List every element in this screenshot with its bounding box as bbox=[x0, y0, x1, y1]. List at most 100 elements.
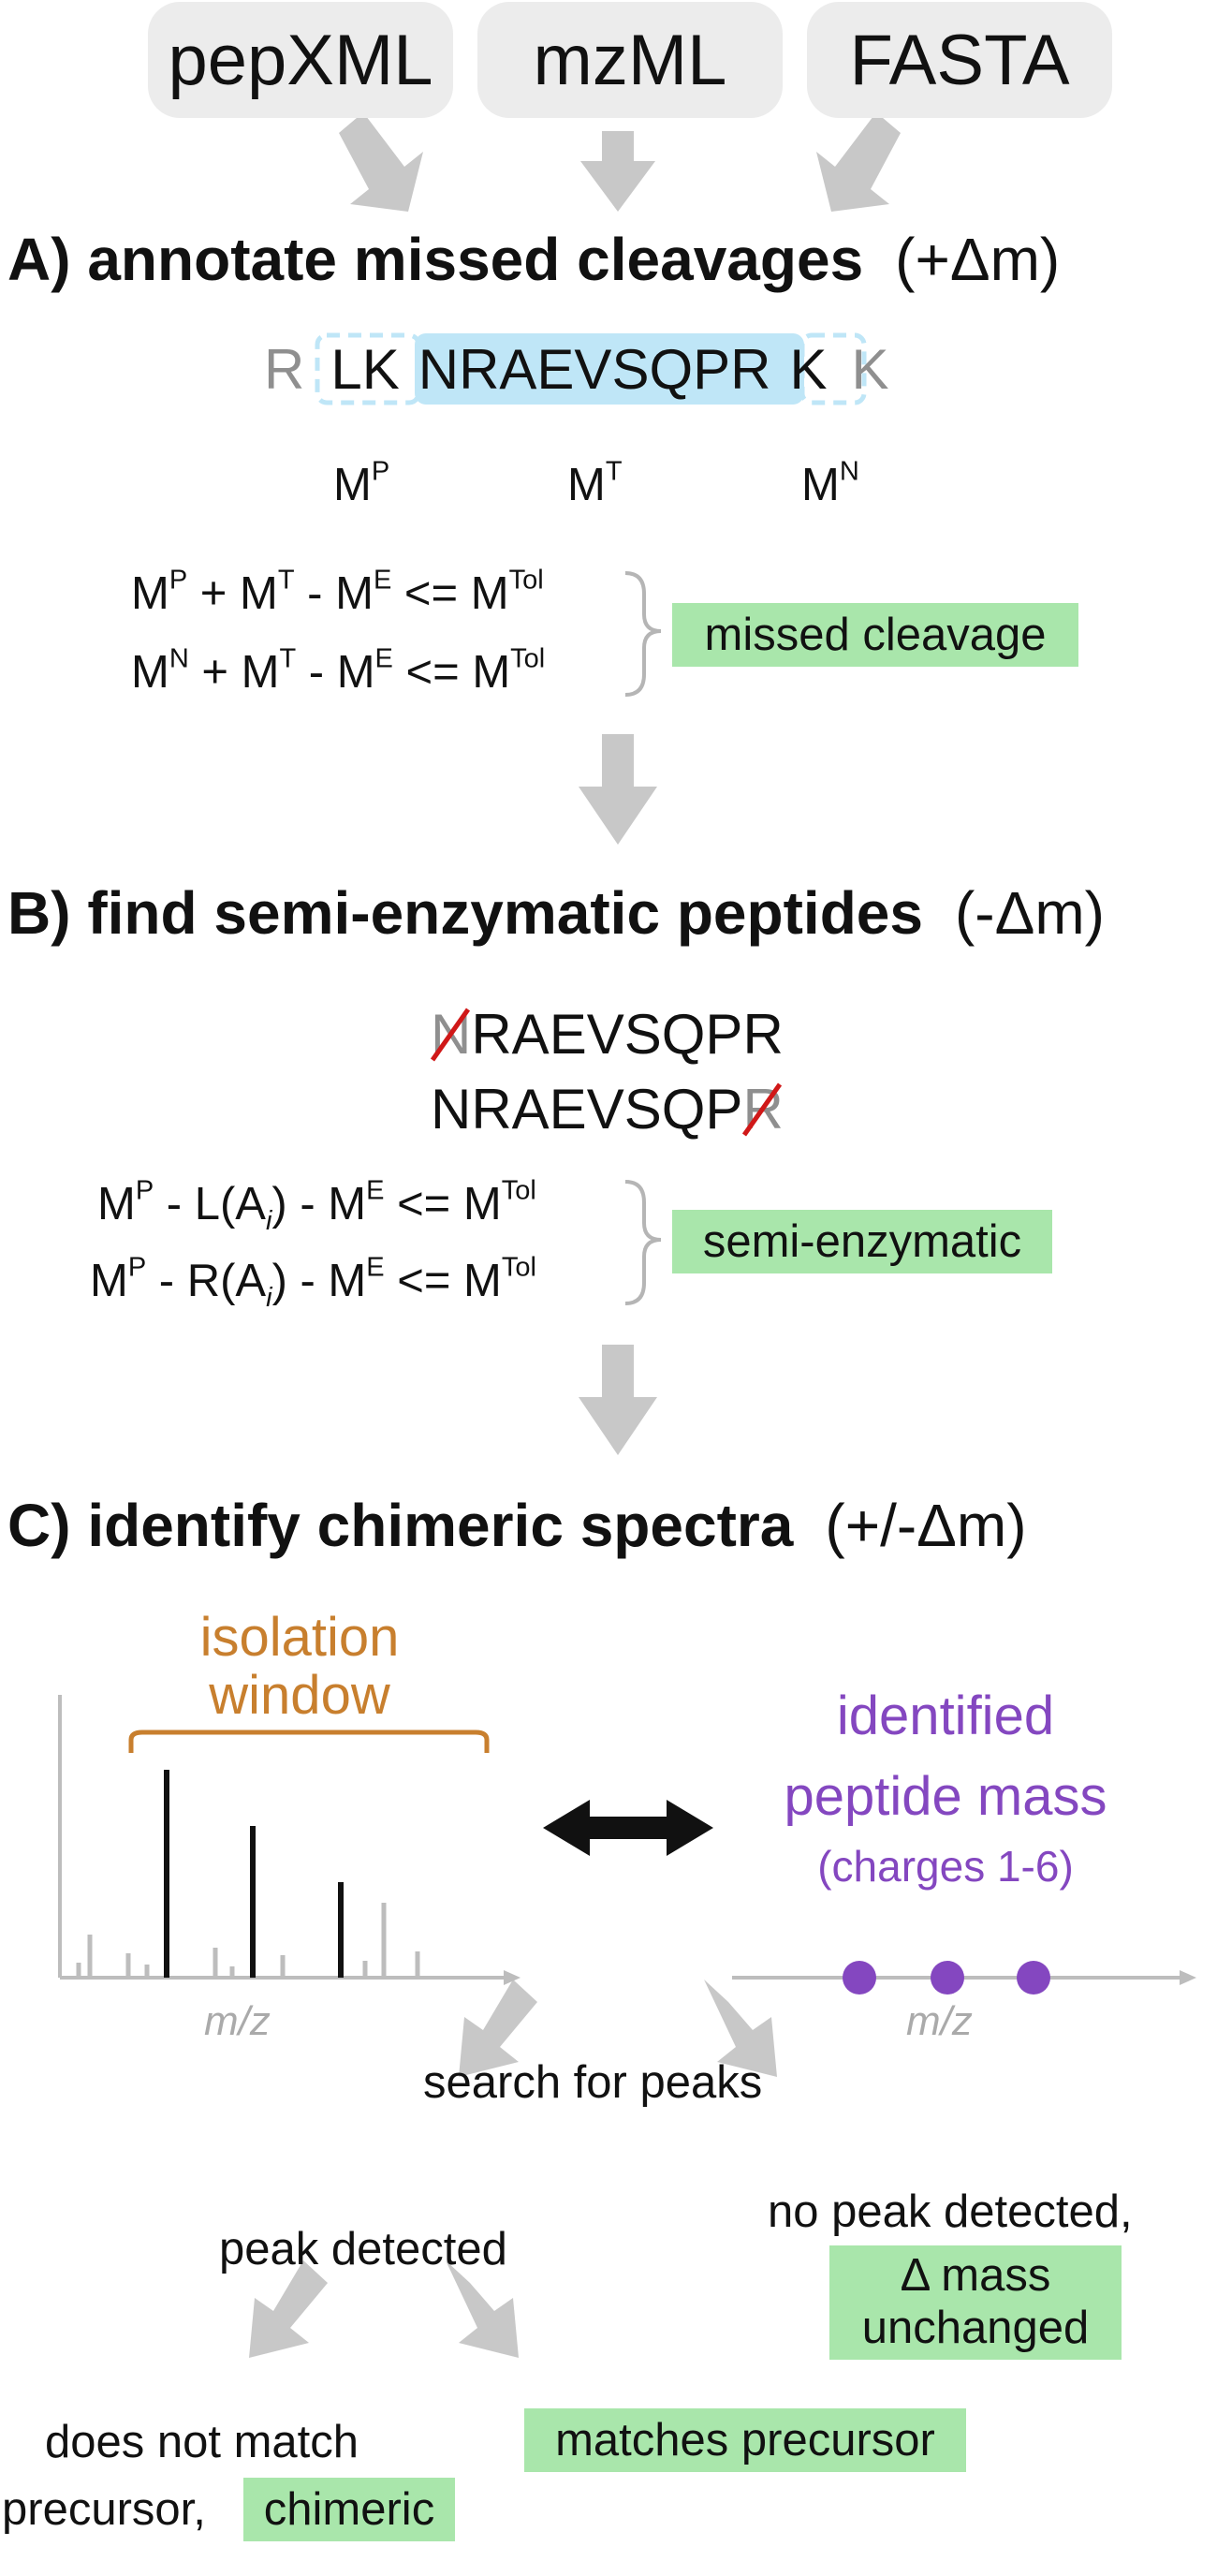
eq-b2-mid: - R(A bbox=[146, 1256, 267, 1306]
equation-a1: MP + MT - ME <= MTol bbox=[131, 567, 544, 620]
section-b-heading: B) find semi-enzymatic peptides (-Δm) bbox=[7, 878, 1105, 948]
input-pepxml: pepXML bbox=[148, 2, 453, 118]
eq-a2-op1: + M bbox=[188, 647, 280, 698]
eq-b2-mid2: ) - M bbox=[271, 1256, 367, 1306]
mass-label-prev: MP bbox=[333, 456, 390, 511]
no-peak-detected: no peak detected, bbox=[768, 2186, 1133, 2237]
eq-b1-mid2-sup: E bbox=[366, 1175, 385, 1206]
mass-label-tryptic: MT bbox=[567, 456, 623, 511]
background-peaks bbox=[76, 1903, 420, 1978]
axis-label-mz-right: m/z bbox=[906, 1998, 973, 2044]
peptide-c-terminal-removed: NRAEVSQPR bbox=[431, 1079, 784, 1141]
isolation-window-label: isolation window bbox=[131, 1609, 468, 1725]
eq-a1-op3-sup: Tol bbox=[508, 565, 544, 596]
identified-mass-line1: identified bbox=[836, 1685, 1055, 1746]
eq-a2-op2-sup: E bbox=[374, 643, 393, 674]
prev-residues: LK bbox=[330, 338, 400, 401]
result-chimeric: chimeric bbox=[243, 2478, 455, 2541]
mass-unchanged-line2: unchanged bbox=[861, 2303, 1090, 2353]
arrow-peak-right bbox=[446, 2260, 519, 2358]
eq-b1-term: M bbox=[97, 1179, 136, 1229]
brace-b bbox=[624, 1180, 662, 1305]
eq-a2-op1-sup: T bbox=[279, 643, 297, 674]
eq-a2-op2: - M bbox=[296, 647, 375, 698]
result-mass-unchanged: Δ mass unchanged bbox=[829, 2245, 1122, 2360]
strike-mark-n bbox=[430, 1008, 471, 1062]
input-mzml: mzML bbox=[477, 2, 783, 118]
next-residue-box bbox=[799, 332, 867, 405]
eq-b2-sub: i bbox=[266, 1282, 272, 1313]
input-fasta-label: FASTA bbox=[849, 20, 1070, 100]
strike-mark-c bbox=[742, 1082, 783, 1137]
right-residue: K bbox=[851, 338, 889, 401]
section-c-title: C) identify chimeric spectra bbox=[7, 1492, 794, 1559]
mass-unchanged-line1: Δ mass bbox=[900, 2250, 1051, 2301]
eq-a1-op1: + M bbox=[187, 568, 278, 619]
arrow-b-to-c bbox=[579, 1345, 657, 1455]
eq-b2-mid2-sup: E bbox=[366, 1252, 385, 1283]
isolation-window-line2: window bbox=[209, 1665, 390, 1726]
removed-n-residue: N bbox=[430, 1004, 471, 1066]
eq-b2-term-sup: P bbox=[127, 1252, 147, 1283]
eq-b1-mid: - L(A bbox=[154, 1179, 266, 1229]
arrow-fasta bbox=[816, 112, 901, 212]
compare-arrow bbox=[543, 1800, 713, 1856]
eq-a1-term-sup: P bbox=[169, 565, 188, 596]
arrow-peak-left bbox=[249, 2260, 328, 2358]
peptide2-rest: NRAEVSQP bbox=[431, 1078, 743, 1141]
section-b-delta: (-Δm) bbox=[954, 879, 1105, 947]
input-mzml-label: mzML bbox=[533, 20, 727, 100]
eq-b1-term-sup: P bbox=[135, 1175, 154, 1206]
input-fasta: FASTA bbox=[807, 2, 1112, 118]
sequence-a: R LK NRAEVSQPR K K bbox=[264, 339, 889, 401]
arrow-search-right bbox=[704, 1980, 777, 2077]
spectrum-axis-arrowhead bbox=[504, 1970, 521, 1985]
arrow-a-to-b bbox=[579, 734, 657, 845]
section-c-heading: C) identify chimeric spectra (+/-Δm) bbox=[7, 1491, 1027, 1560]
eq-a1-op2-sup: E bbox=[373, 565, 392, 596]
arrow-mzml bbox=[580, 131, 655, 212]
does-not-match-line2: precursor, bbox=[2, 2484, 206, 2535]
mass-label-tryptic-sup: T bbox=[605, 456, 623, 487]
axis-label-mz-left: m/z bbox=[204, 1998, 271, 2044]
isolation-window-bracket bbox=[128, 1730, 490, 1753]
identified-mass-label: identified peptide mass bbox=[730, 1676, 1161, 1837]
charges-label: (charges 1-6) bbox=[817, 1842, 1074, 1891]
brace-a bbox=[624, 571, 662, 697]
tryptic-peptide: NRAEVSQPR bbox=[418, 338, 771, 401]
section-a-heading: A) annotate missed cleavages (+Δm) bbox=[7, 225, 1060, 294]
equation-a2: MN + MT - ME <= MTol bbox=[131, 643, 545, 699]
mass-axis-arrowhead bbox=[1180, 1970, 1196, 1985]
input-pepxml-label: pepXML bbox=[168, 20, 433, 100]
mass-label-tryptic-base: M bbox=[567, 460, 606, 510]
section-c-delta: (+/-Δm) bbox=[825, 1492, 1027, 1559]
tryptic-peptide-box bbox=[415, 333, 804, 405]
arrow-search-left bbox=[459, 1980, 537, 2077]
eq-a2-op3: <= M bbox=[392, 647, 511, 698]
result-semi-enzymatic: semi-enzymatic bbox=[672, 1210, 1052, 1273]
peptide-n-terminal-removed: NRAEVSQPR bbox=[430, 1004, 784, 1066]
isolation-window-line1: isolation bbox=[199, 1607, 400, 1668]
peak-detected: peak detected bbox=[219, 2224, 507, 2274]
prev-residues-box bbox=[315, 332, 421, 405]
eq-a1-op3: <= M bbox=[391, 568, 509, 619]
does-not-match-line1: does not match bbox=[45, 2417, 359, 2467]
section-a-delta: (+Δm) bbox=[895, 226, 1061, 293]
spectrum-axes bbox=[58, 1695, 506, 1980]
equation-b2: MP - R(Ai) - ME <= MTol bbox=[90, 1252, 536, 1314]
mass-label-next-base: M bbox=[801, 460, 840, 510]
result-matches-precursor: matches precursor bbox=[524, 2408, 966, 2472]
arrow-pepxml bbox=[339, 112, 423, 212]
section-a-title: A) annotate missed cleavages bbox=[7, 226, 864, 293]
eq-b1-end: <= M bbox=[384, 1179, 502, 1229]
charge-state-points bbox=[843, 1961, 1050, 1995]
eq-b2-end: <= M bbox=[384, 1256, 502, 1306]
mass-label-prev-sup: P bbox=[371, 456, 390, 487]
eq-b1-mid2: ) - M bbox=[271, 1179, 367, 1229]
mass-label-prev-base: M bbox=[333, 460, 372, 510]
mass-label-next: MN bbox=[801, 458, 859, 511]
eq-b1-end-sup: Tol bbox=[501, 1175, 536, 1206]
eq-a1-term: M bbox=[131, 568, 169, 619]
next-residue: K bbox=[789, 338, 828, 401]
